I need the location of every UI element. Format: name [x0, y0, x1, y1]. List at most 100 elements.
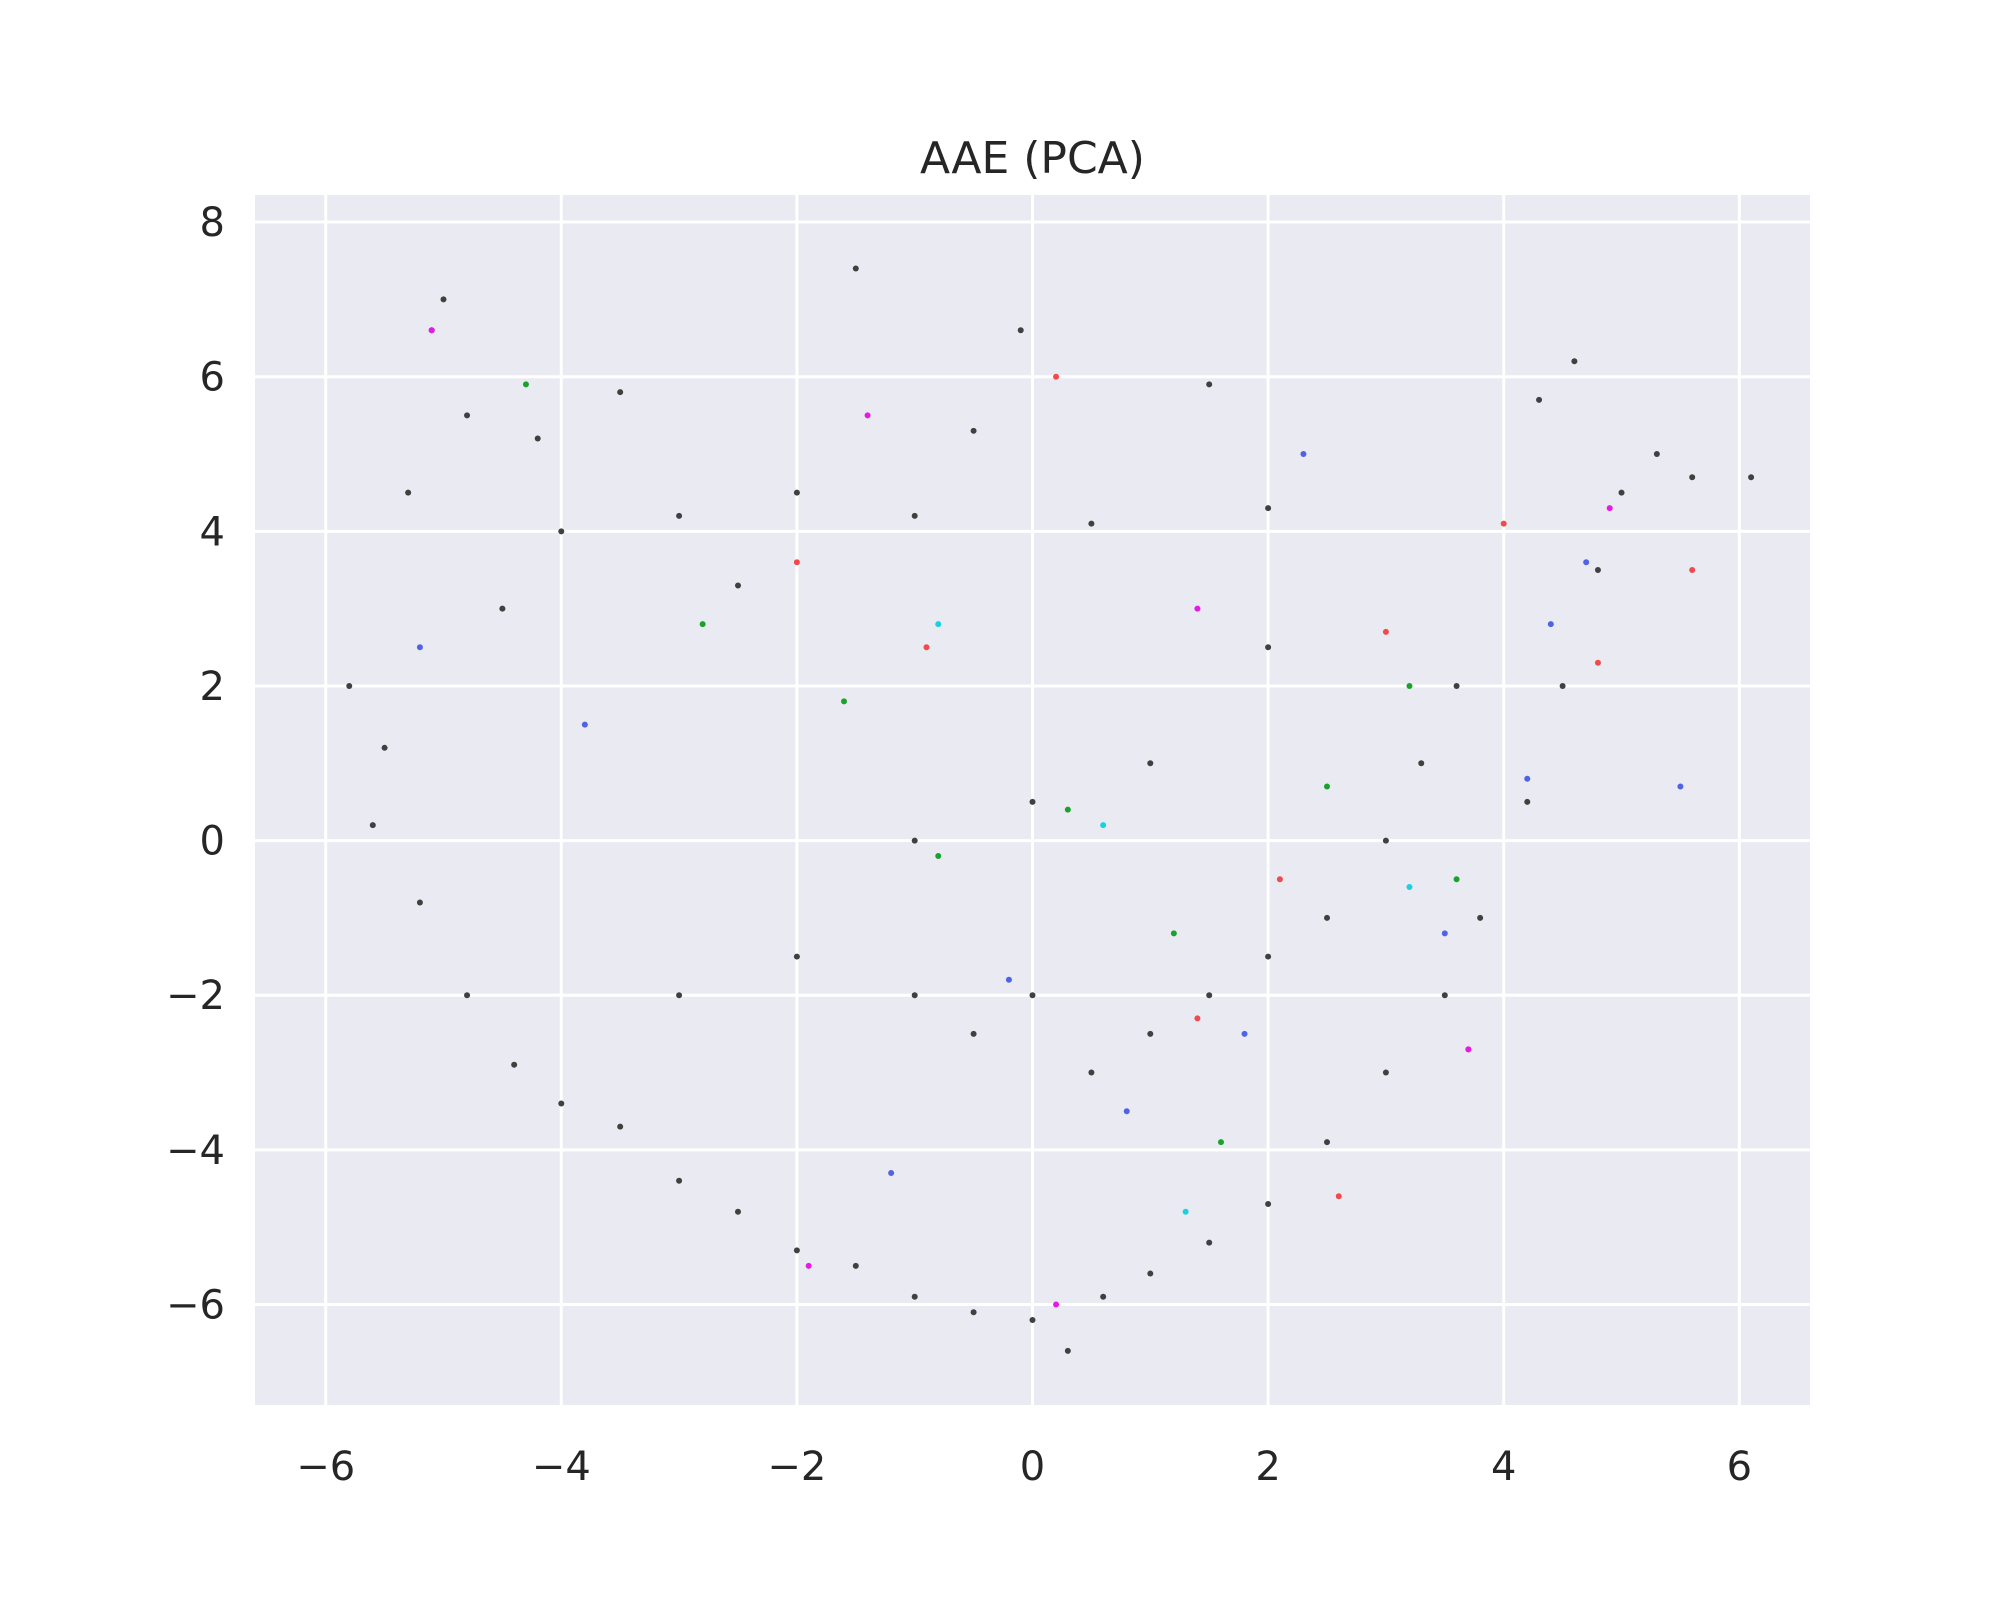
scatter-point [935, 853, 942, 860]
scatter-point [1217, 1139, 1224, 1146]
scatter-point [935, 621, 942, 628]
scatter-point [805, 1262, 812, 1269]
scatter-point [676, 512, 683, 519]
scatter-point [1689, 566, 1696, 573]
scatter-point [416, 899, 423, 906]
scatter-point [1005, 976, 1012, 983]
scatter-point [1500, 520, 1507, 527]
tick-labels: −6 −4 −2 0 2 4 6 −6 −4 −2 0 2 4 6 8 [166, 200, 1752, 1490]
scatter-point [1406, 682, 1413, 689]
scatter-point [1324, 1139, 1331, 1146]
scatter-point [464, 412, 471, 419]
scatter-point [1088, 520, 1095, 527]
y-tick-label: −6 [166, 1282, 225, 1328]
scatter-point [888, 1170, 895, 1177]
scatter-point [534, 435, 541, 442]
scatter-point [1618, 489, 1625, 496]
scatter-point [1524, 775, 1531, 782]
x-tick-label: 4 [1491, 1444, 1516, 1490]
scatter-point [1418, 760, 1425, 767]
scatter-point [1536, 396, 1543, 403]
scatter-point [1453, 876, 1460, 883]
scatter-point [793, 489, 800, 496]
scatter-point [1017, 327, 1024, 334]
scatter-point [1382, 628, 1389, 635]
scatter-point [1677, 783, 1684, 790]
scatter-point [970, 1309, 977, 1316]
scatter-point [1265, 953, 1272, 960]
scatter-point [558, 1100, 565, 1107]
scatter-point [970, 427, 977, 434]
scatter-point [1194, 1015, 1201, 1022]
scatter-point [381, 744, 388, 751]
y-tick-label: −2 [166, 973, 225, 1019]
scatter-point [1748, 474, 1755, 481]
scatter-point [617, 1123, 624, 1130]
scatter-point [1064, 806, 1071, 813]
scatter-point [1100, 1293, 1107, 1300]
scatter-point [734, 1208, 741, 1215]
scatter-point [440, 296, 447, 303]
scatter-point [793, 1247, 800, 1254]
scatter-point [1029, 1316, 1036, 1323]
scatter-point [1594, 659, 1601, 666]
scatter-point [923, 644, 930, 651]
scatter-point [1324, 783, 1331, 790]
scatter-point [676, 992, 683, 999]
scatter-point [558, 528, 565, 535]
scatter-point [1524, 798, 1531, 805]
scatter-point [699, 621, 706, 628]
scatter-point [1123, 1108, 1130, 1115]
x-tick-label: −4 [532, 1444, 591, 1490]
scatter-point [1571, 358, 1578, 365]
y-tick-label: 8 [200, 200, 225, 246]
scatter-point [1689, 474, 1696, 481]
chart-title: AAE (PCA) [920, 133, 1145, 184]
scatter-point [499, 605, 506, 612]
scatter-point [1453, 682, 1460, 689]
scatter-point [1583, 559, 1590, 566]
scatter-point [911, 512, 918, 519]
scatter-point [1241, 1030, 1248, 1037]
scatter-point [1276, 876, 1283, 883]
scatter-point [1147, 1030, 1154, 1037]
scatter-point [1477, 914, 1484, 921]
scatter-point [1053, 1301, 1060, 1308]
y-tick-label: −4 [166, 1128, 225, 1174]
scatter-point [793, 559, 800, 566]
scatter-point [1206, 381, 1213, 388]
scatter-point [1100, 822, 1107, 829]
scatter-point [1559, 682, 1566, 689]
scatter-point [1547, 621, 1554, 628]
scatter-point [1053, 373, 1060, 380]
x-tick-label: 6 [1727, 1444, 1752, 1490]
scatter-point [852, 1262, 859, 1269]
scatter-point [1194, 605, 1201, 612]
scatter-point [1265, 505, 1272, 512]
scatter-point [1465, 1046, 1472, 1053]
scatter-point [1324, 914, 1331, 921]
scatter-point [1147, 760, 1154, 767]
x-tick-label: −2 [767, 1444, 826, 1490]
scatter-point [522, 381, 529, 388]
scatter-point [1170, 930, 1177, 937]
x-tick-label: 2 [1255, 1444, 1280, 1490]
scatter-point [911, 992, 918, 999]
scatter-point [1441, 930, 1448, 937]
y-tick-label: 0 [200, 819, 225, 865]
scatter-point [1594, 566, 1601, 573]
scatter-point [1335, 1193, 1342, 1200]
scatter-point [1064, 1347, 1071, 1354]
scatter-point [1441, 992, 1448, 999]
scatter-point [1606, 505, 1613, 512]
scatter-point [1265, 644, 1272, 651]
scatter-point [1300, 451, 1307, 458]
scatter-point [676, 1177, 683, 1184]
scatter-point [428, 327, 435, 334]
data-points [346, 265, 1755, 1354]
scatter-point [1382, 1069, 1389, 1076]
y-tick-label: 4 [200, 509, 225, 555]
y-tick-label: 6 [200, 355, 225, 401]
